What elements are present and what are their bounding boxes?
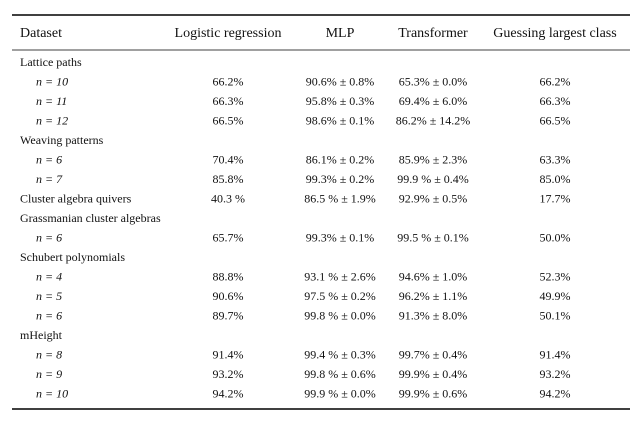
table-cell: 99.7% ± 0.4%: [399, 347, 468, 361]
header-cell: Dataset: [20, 26, 62, 41]
table-cell: 66.3%: [540, 94, 571, 108]
table-cell: 50.1%: [540, 308, 571, 322]
row-label: n = 10: [36, 386, 68, 400]
table-cell: 93.2%: [540, 367, 571, 381]
header-cell: Guessing largest class: [493, 26, 616, 41]
header-cell: Transformer: [398, 26, 468, 41]
row-label: n = 9: [36, 367, 62, 381]
row-label: Cluster algebra quivers: [20, 191, 132, 205]
table-cell: 94.6% ± 1.0%: [399, 269, 468, 283]
table-cell: 86.5 % ± 1.9%: [304, 191, 376, 205]
table-cell: 66.5%: [540, 113, 571, 127]
header-cell: Logistic regression: [175, 26, 282, 41]
table-cell: 99.9% ± 0.4%: [399, 367, 468, 381]
table-cell: 88.8%: [213, 269, 244, 283]
table-cell: 85.8%: [213, 172, 244, 186]
row-label: n = 6: [36, 308, 62, 322]
table-cell: 66.2%: [540, 74, 571, 88]
table-cell: 70.4%: [213, 152, 244, 166]
table-cell: 92.9% ± 0.5%: [399, 191, 468, 205]
table-cell: 40.3 %: [211, 191, 245, 205]
table-cell: 52.3%: [540, 269, 571, 283]
table-cell: 66.3%: [213, 94, 244, 108]
row-label: n = 4: [36, 269, 62, 283]
row-label: n = 10: [36, 74, 68, 88]
table-cell: 99.3% ± 0.2%: [306, 172, 375, 186]
table-cell: 85.0%: [540, 172, 571, 186]
table-cell: 91.3% ± 8.0%: [399, 308, 468, 322]
header-cell: MLP: [326, 26, 355, 41]
section-label: mHeight: [20, 328, 63, 342]
table-cell: 91.4%: [540, 347, 571, 361]
table-cell: 99.9% ± 0.6%: [399, 386, 468, 400]
table-cell: 85.9% ± 2.3%: [399, 152, 468, 166]
table-cell: 99.3% ± 0.1%: [306, 230, 375, 244]
table-cell: 97.5 % ± 0.2%: [304, 289, 376, 303]
table-cell: 99.9 % ± 0.4%: [397, 172, 469, 186]
table-cell: 99.4 % ± 0.3%: [304, 347, 376, 361]
table-cell: 69.4% ± 6.0%: [399, 94, 468, 108]
table-cell: 93.1 % ± 2.6%: [304, 269, 376, 283]
table-cell: 98.6% ± 0.1%: [306, 113, 375, 127]
table-cell: 66.2%: [213, 74, 244, 88]
section-label: Schubert polynomials: [20, 250, 125, 264]
table-cell: 95.8% ± 0.3%: [306, 94, 375, 108]
table-cell: 93.2%: [213, 367, 244, 381]
section-label: Lattice paths: [20, 55, 82, 69]
table-cell: 86.2% ± 14.2%: [396, 113, 471, 127]
row-label: n = 11: [36, 94, 67, 108]
table-cell: 91.4%: [213, 347, 244, 361]
table-cell: 99.8 % ± 0.0%: [304, 308, 376, 322]
row-label: n = 6: [36, 152, 62, 166]
table-cell: 17.7%: [540, 191, 571, 205]
table-cell: 94.2%: [213, 386, 244, 400]
section-label: Grassmanian cluster algebras: [20, 211, 161, 225]
section-label: Weaving patterns: [20, 133, 104, 147]
table-cell: 86.1% ± 0.2%: [306, 152, 375, 166]
row-label: n = 12: [36, 113, 68, 127]
row-label: n = 8: [36, 347, 62, 361]
table-cell: 89.7%: [213, 308, 244, 322]
table-cell: 65.7%: [213, 230, 244, 244]
row-label: n = 7: [36, 172, 63, 186]
table-cell: 94.2%: [540, 386, 571, 400]
table-cell: 99.5 % ± 0.1%: [397, 230, 469, 244]
table-cell: 90.6%: [213, 289, 244, 303]
table-cell: 65.3% ± 0.0%: [399, 74, 468, 88]
table-cell: 63.3%: [540, 152, 571, 166]
table-cell: 99.8 % ± 0.6%: [304, 367, 376, 381]
table-cell: 49.9%: [540, 289, 571, 303]
table-cell: 90.6% ± 0.8%: [306, 74, 375, 88]
row-label: n = 6: [36, 230, 62, 244]
table-cell: 99.9 % ± 0.0%: [304, 386, 376, 400]
table-cell: 50.0%: [540, 230, 571, 244]
table-cell: 66.5%: [213, 113, 244, 127]
row-label: n = 5: [36, 289, 62, 303]
table-cell: 96.2% ± 1.1%: [399, 289, 468, 303]
